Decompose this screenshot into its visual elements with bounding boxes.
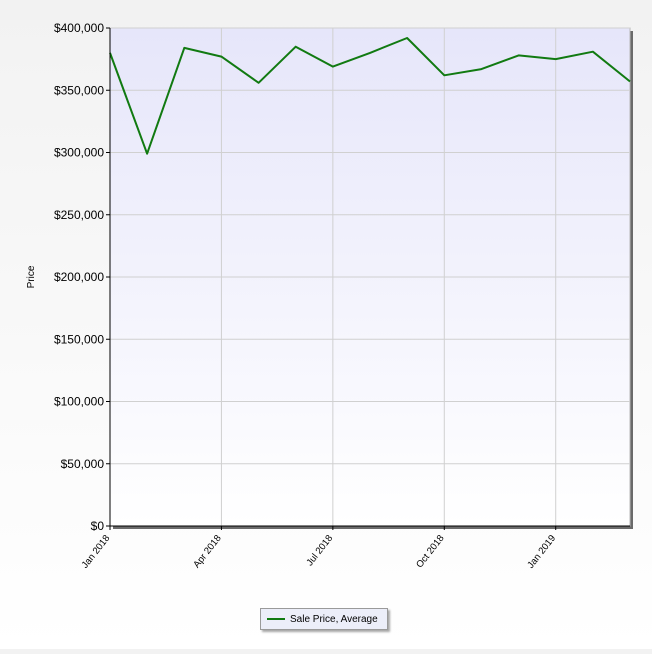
legend-label: Sale Price, Average [290,613,378,625]
y-axis-label: Price [26,265,37,288]
y-tick-label: $400,000 [54,21,104,35]
y-tick-label: $150,000 [54,332,104,346]
y-tick-label: $350,000 [54,83,104,97]
legend-line-swatch [267,618,285,620]
series-line [109,37,631,155]
y-tick-label: $50,000 [61,457,105,471]
x-tick-label: Apr 2018 [191,533,223,570]
y-tick-label: $250,000 [54,208,104,222]
y-tick-label: $200,000 [54,270,104,284]
x-tick-label: Oct 2018 [414,533,446,570]
y-tick-label: $100,000 [54,395,104,409]
x-tick-label: Jul 2018 [304,533,335,568]
series-layer [109,37,631,155]
y-tick-label: $300,000 [54,146,104,160]
grid-layer [110,27,630,526]
legend: Sale Price, Average [260,608,388,630]
x-tick-label: Jan 2018 [80,533,113,571]
x-tick-label: Jan 2019 [525,533,558,571]
y-tick-label: $0 [91,519,105,533]
axis-layer [106,27,630,530]
